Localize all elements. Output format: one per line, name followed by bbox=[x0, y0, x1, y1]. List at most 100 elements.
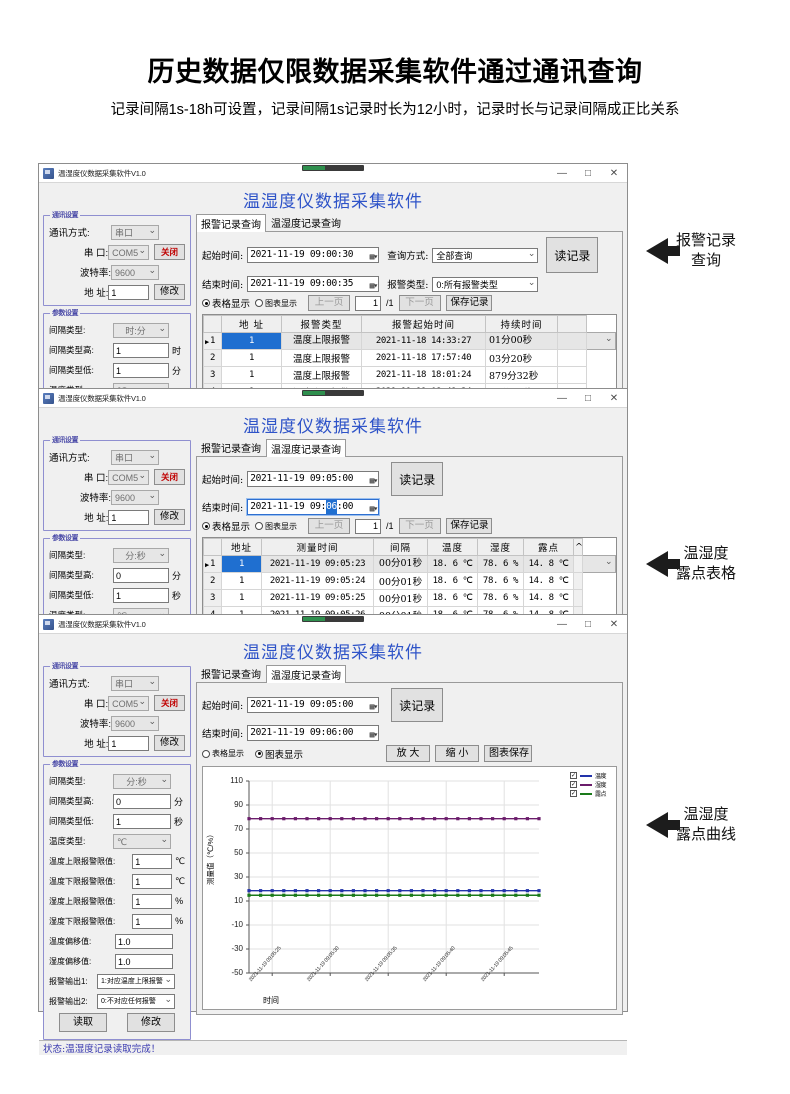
modify-address-button[interactable]: 修改 bbox=[153, 509, 185, 525]
legend-item[interactable]: ✓ 露点 bbox=[569, 789, 607, 798]
legend-item[interactable]: ✓ 湿度 bbox=[569, 780, 607, 789]
end-time-input[interactable]: 2021-11-19 09:00:35 ▦▾ bbox=[247, 276, 380, 292]
save-record-button[interactable]: 保存记录 bbox=[445, 518, 492, 534]
date-spinner-icon-2[interactable]: ▦▾ bbox=[369, 504, 379, 513]
close-port-button[interactable]: 关闭 bbox=[154, 469, 185, 485]
hum-lo-alarm-input[interactable]: 1 bbox=[132, 913, 173, 929]
tab-alarm-query[interactable]: 报警记录查询 bbox=[201, 670, 261, 681]
alarm-out2-select[interactable]: 0:不对应任何报警 bbox=[97, 993, 175, 1009]
tab-alarm-query[interactable]: 报警记录查询 bbox=[201, 444, 261, 455]
address-input[interactable]: 1 bbox=[108, 735, 149, 751]
alarm-out1-select[interactable]: 1:对应温度上限报警 bbox=[97, 973, 175, 989]
temp-offset-input[interactable]: 1.0 bbox=[115, 933, 173, 949]
table-row[interactable]: ▶ 1 1 2021-11-19 09:05:23 00分01秒 18. 6 ℃ … bbox=[203, 554, 616, 573]
address-input[interactable]: 1 bbox=[108, 284, 149, 300]
page-input[interactable]: 1 bbox=[355, 295, 382, 311]
interval-type-select[interactable]: 时:分 bbox=[113, 322, 169, 338]
baud-select[interactable]: 9600 bbox=[111, 715, 159, 731]
radio-chart-display[interactable]: 图表显示 bbox=[255, 521, 297, 532]
tab-th-query[interactable]: 温湿度记录查询 bbox=[271, 219, 341, 230]
tab-alarm-query[interactable]: 报警记录查询 bbox=[196, 214, 266, 232]
close-icon[interactable]: ✕ bbox=[609, 392, 619, 404]
legend-checkbox-humidity[interactable]: ✓ bbox=[569, 781, 577, 788]
date-spinner-icon[interactable]: ▦▾ bbox=[369, 702, 379, 711]
save-record-button[interactable]: 保存记录 bbox=[445, 295, 492, 311]
table-row[interactable]: 3 1 温度上限报警 2021-11-18 18:01:24 879分32秒 bbox=[203, 366, 616, 384]
radio-table-display[interactable]: 表格显示 bbox=[202, 748, 244, 759]
prev-page-button[interactable]: 上一页 bbox=[308, 518, 351, 534]
tab-th-query[interactable]: 温湿度记录查询 bbox=[266, 439, 346, 457]
table-row[interactable]: 2 1 2021-11-19 09:05:24 00分01秒 18. 6 ℃ 7… bbox=[203, 572, 616, 590]
interval-high-input[interactable]: 0 bbox=[113, 567, 169, 583]
chart-save-button[interactable]: 图表保存 bbox=[484, 745, 533, 762]
tab-th-query[interactable]: 温湿度记录查询 bbox=[266, 665, 346, 683]
interval-type-select[interactable]: 分:秒 bbox=[113, 547, 169, 563]
temp-lo-alarm-input[interactable]: 1 bbox=[132, 873, 172, 889]
legend-checkbox-temperature[interactable]: ✓ bbox=[569, 772, 577, 779]
comm-mode-select[interactable]: 串口 bbox=[111, 675, 159, 691]
page-input[interactable]: 1 bbox=[355, 518, 382, 534]
alarm-type-select[interactable]: 0:所有报警类型 bbox=[432, 276, 539, 292]
comm-port-select[interactable]: COM5 bbox=[108, 695, 150, 711]
scrollbar-track[interactable] bbox=[573, 589, 583, 607]
date-spinner-icon[interactable]: ▦▾ bbox=[369, 252, 379, 261]
comm-port-select[interactable]: COM5 bbox=[108, 244, 150, 260]
end-time-input[interactable]: 2021-11-19 09:06:00 ▦▾ bbox=[246, 498, 381, 516]
maximize-icon[interactable]: □ bbox=[584, 392, 592, 404]
start-time-input[interactable]: 2021-11-19 09:05:00 ▦▾ bbox=[247, 697, 380, 713]
table-row[interactable]: ▶ 1 1 温度上限报警 2021-11-18 14:33:27 01分00秒 bbox=[203, 331, 616, 350]
th-chart[interactable]: ✓ 温度 ✓ 湿度 ✓ 露点 bbox=[202, 766, 617, 1010]
zoom-out-button[interactable]: 缩 小 bbox=[435, 745, 480, 762]
temp-hi-alarm-input[interactable]: 1 bbox=[132, 853, 172, 869]
comm-mode-select[interactable]: 串口 bbox=[111, 224, 159, 240]
start-time-input[interactable]: 2021-11-19 09:00:30 ▦▾ bbox=[247, 247, 380, 263]
modify-address-button[interactable]: 修改 bbox=[153, 284, 185, 300]
table-row[interactable]: 2 1 温度上限报警 2021-11-18 17:57:40 03分20秒 bbox=[203, 349, 616, 367]
address-input[interactable]: 1 bbox=[108, 509, 149, 525]
table-row[interactable]: 3 1 2021-11-19 09:05:25 00分01秒 18. 6 ℃ 7… bbox=[203, 589, 616, 607]
start-time-input[interactable]: 2021-11-19 09:05:00 ▦▾ bbox=[247, 471, 380, 487]
maximize-icon[interactable]: □ bbox=[584, 618, 592, 630]
date-spinner-icon[interactable]: ▦▾ bbox=[369, 476, 379, 485]
minimize-icon[interactable]: — bbox=[557, 167, 567, 179]
close-port-button[interactable]: 关闭 bbox=[154, 244, 185, 260]
interval-low-input[interactable]: 1 bbox=[113, 813, 171, 829]
hum-offset-input[interactable]: 1.0 bbox=[115, 953, 173, 969]
scrollbar-up-icon[interactable]: ^ bbox=[573, 538, 583, 556]
interval-low-input[interactable]: 1 bbox=[113, 587, 169, 603]
scrollbar-track[interactable] bbox=[573, 572, 583, 590]
close-port-button[interactable]: 关闭 bbox=[154, 695, 185, 711]
interval-high-input[interactable]: 1 bbox=[113, 342, 169, 358]
end-time-input[interactable]: 2021-11-19 09:06:00 ▦▾ bbox=[247, 725, 380, 741]
radio-table-display[interactable]: 表格显示 bbox=[202, 296, 250, 310]
date-spinner-icon-2[interactable]: ▦▾ bbox=[369, 281, 379, 290]
prev-page-button[interactable]: 上一页 bbox=[308, 295, 351, 311]
comm-port-select[interactable]: COM5 bbox=[108, 469, 150, 485]
modify-params-button[interactable]: 修改 bbox=[127, 1013, 175, 1032]
legend-checkbox-dewpoint[interactable]: ✓ bbox=[569, 790, 577, 797]
modify-address-button[interactable]: 修改 bbox=[153, 735, 185, 751]
scrollbar-track[interactable] bbox=[573, 555, 583, 573]
baud-select[interactable]: 9600 bbox=[111, 489, 159, 505]
read-params-button[interactable]: 读取 bbox=[59, 1013, 107, 1032]
radio-chart-display[interactable]: 图表显示 bbox=[255, 747, 303, 761]
minimize-icon[interactable]: — bbox=[557, 392, 567, 404]
comm-mode-select[interactable]: 串口 bbox=[111, 449, 159, 465]
minimize-icon[interactable]: — bbox=[557, 618, 567, 630]
read-record-button[interactable]: 读记录 bbox=[391, 462, 444, 496]
zoom-in-button[interactable]: 放 大 bbox=[386, 745, 431, 762]
next-page-button[interactable]: 下一页 bbox=[398, 518, 441, 534]
radio-table-display[interactable]: 表格显示 bbox=[202, 519, 250, 533]
read-record-button[interactable]: 读记录 bbox=[391, 688, 444, 722]
interval-high-input[interactable]: 0 bbox=[113, 793, 171, 809]
close-icon[interactable]: ✕ bbox=[609, 618, 619, 630]
baud-select[interactable]: 9600 bbox=[111, 264, 159, 280]
maximize-icon[interactable]: □ bbox=[584, 167, 592, 179]
hum-hi-alarm-input[interactable]: 1 bbox=[132, 893, 173, 909]
next-page-button[interactable]: 下一页 bbox=[398, 295, 441, 311]
interval-low-input[interactable]: 1 bbox=[113, 362, 169, 378]
close-icon[interactable]: ✕ bbox=[609, 167, 619, 179]
date-spinner-icon-2[interactable]: ▦▾ bbox=[369, 730, 379, 739]
read-record-button[interactable]: 读记录 bbox=[546, 237, 599, 273]
radio-chart-display[interactable]: 图表显示 bbox=[255, 298, 297, 309]
